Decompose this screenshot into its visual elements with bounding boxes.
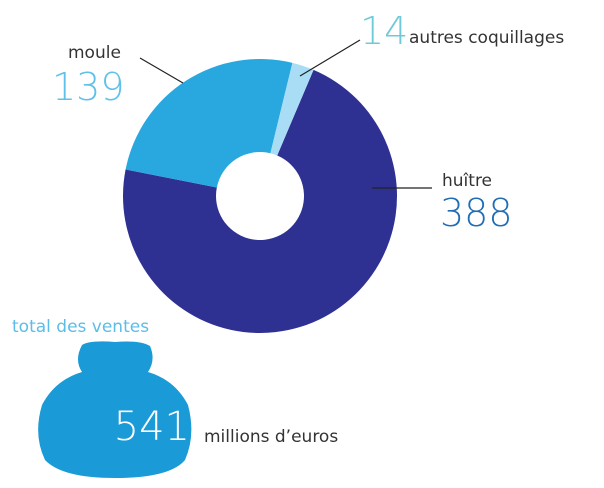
slice-label: autres coquillages (409, 28, 564, 48)
donut-slice (270, 62, 314, 156)
slice-value: 14 (360, 9, 408, 53)
donut-slice (123, 69, 397, 333)
slice-label: moule (68, 43, 121, 63)
leader-line (139, 57, 184, 84)
total-value: 541 (114, 404, 190, 450)
total-unit: millions d’euros (204, 427, 338, 447)
total-label: total des ventes (12, 317, 149, 337)
donut (123, 59, 397, 333)
donut-slice (125, 59, 293, 188)
slice-value: 388 (440, 191, 513, 235)
shell (38, 341, 192, 478)
slice-value: 139 (52, 65, 125, 109)
leader-line (299, 39, 361, 77)
slice-label: huître (442, 171, 492, 191)
